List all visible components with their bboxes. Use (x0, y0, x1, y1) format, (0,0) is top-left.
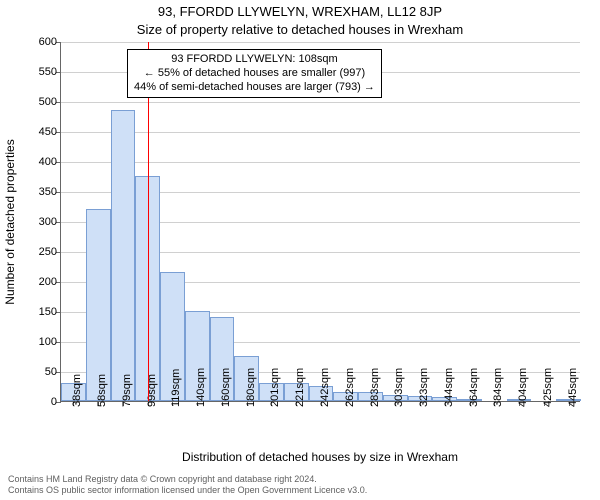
ytick-label: 550 (39, 66, 61, 78)
xtick-label: 344sqm (443, 368, 455, 407)
xtick-label: 201sqm (269, 368, 281, 407)
xtick-label: 404sqm (517, 368, 529, 407)
gridline (61, 102, 580, 103)
xtick-label: 221sqm (294, 368, 306, 407)
attribution-line-2: Contains OS public sector information li… (8, 485, 367, 496)
ytick-label: 150 (39, 306, 61, 318)
x-axis-label: Distribution of detached houses by size … (60, 450, 580, 464)
page-subtitle: Size of property relative to detached ho… (0, 22, 600, 37)
xtick-label: 38sqm (71, 374, 83, 407)
histogram-plot: 05010015020025030035040045050055060038sq… (60, 42, 580, 402)
infobox-line-1: 93 FFORDD LLYWELYN: 108sqm (134, 53, 375, 67)
attribution-line-1: Contains HM Land Registry data © Crown c… (8, 474, 367, 485)
xtick-label: 140sqm (195, 368, 207, 407)
gridline (61, 42, 580, 43)
y-axis-label: Number of detached properties (3, 139, 17, 304)
gridline (61, 132, 580, 133)
ytick-label: 500 (39, 96, 61, 108)
gridline (61, 162, 580, 163)
xtick-label: 384sqm (492, 368, 504, 407)
xtick-label: 323sqm (418, 368, 430, 407)
xtick-label: 425sqm (542, 368, 554, 407)
property-infobox: 93 FFORDD LLYWELYN: 108sqm ← 55% of deta… (127, 49, 382, 98)
infobox-line-3: 44% of semi-detached houses are larger (… (134, 81, 375, 95)
xtick-label: 262sqm (344, 368, 356, 407)
ytick-label: 300 (39, 216, 61, 228)
attribution-text: Contains HM Land Registry data © Crown c… (8, 474, 367, 496)
xtick-label: 242sqm (319, 368, 331, 407)
ytick-label: 450 (39, 126, 61, 138)
xtick-label: 160sqm (220, 368, 232, 407)
xtick-label: 364sqm (468, 368, 480, 407)
ytick-label: 600 (39, 36, 61, 48)
xtick-label: 79sqm (121, 374, 133, 407)
xtick-label: 119sqm (170, 369, 182, 407)
page-title: 93, FFORDD LLYWELYN, WREXHAM, LL12 8JP (0, 4, 600, 19)
ytick-label: 400 (39, 156, 61, 168)
infobox-line-2: ← 55% of detached houses are smaller (99… (134, 67, 375, 81)
ytick-label: 250 (39, 246, 61, 258)
xtick-label: 303sqm (393, 368, 405, 407)
histogram-bar (111, 110, 136, 401)
xtick-label: 445sqm (567, 368, 579, 407)
ytick-label: 100 (39, 336, 61, 348)
ytick-label: 200 (39, 276, 61, 288)
xtick-label: 180sqm (245, 368, 257, 407)
ytick-label: 350 (39, 186, 61, 198)
xtick-label: 283sqm (369, 368, 381, 407)
ytick-label: 50 (45, 366, 61, 378)
ytick-label: 0 (51, 396, 61, 408)
xtick-label: 58sqm (96, 374, 108, 407)
histogram-bar (86, 209, 111, 401)
